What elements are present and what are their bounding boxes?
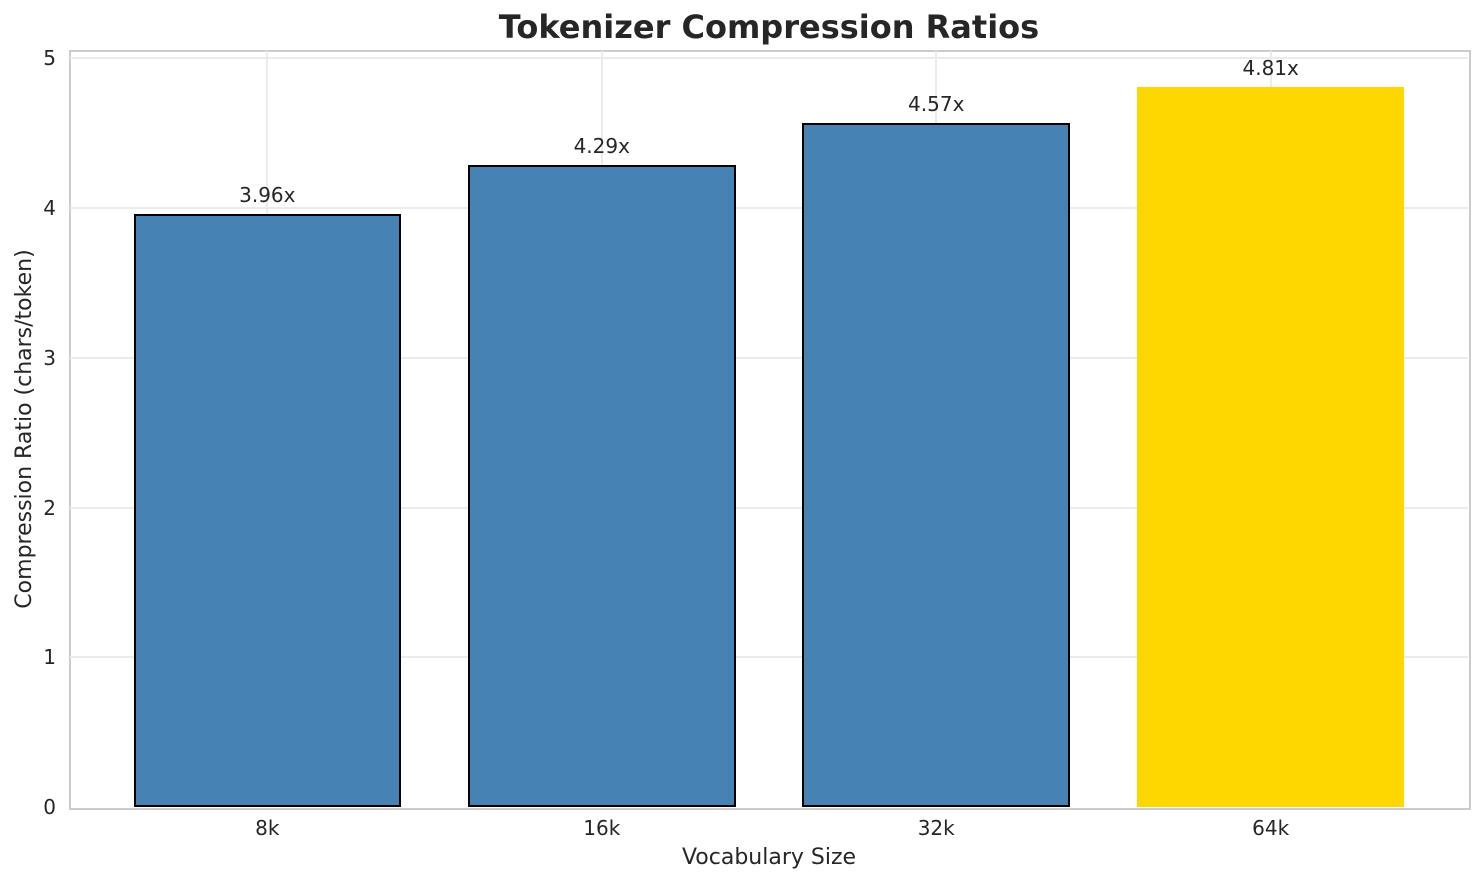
y-tick-label-2: 2: [43, 495, 56, 520]
h-gridline-y1: [70, 656, 1468, 659]
plot-area-spines: [69, 50, 1471, 810]
x-tick-label-32k: 32k: [917, 816, 955, 840]
bar-value-label-16k: 4.29x: [573, 133, 630, 158]
y-tick-label-0: 0: [43, 795, 56, 819]
bar-32k: [802, 122, 1070, 807]
h-gridline-y3: [70, 356, 1468, 359]
bar-value-label-8k: 3.96x: [239, 183, 296, 208]
y-tick-label-1: 1: [43, 645, 56, 670]
chart-title: Tokenizer Compression Ratios: [498, 8, 1040, 46]
bar-8k: [133, 214, 402, 807]
bar-value-label-64k: 4.81x: [1242, 55, 1299, 80]
h-gridline-y5: [70, 57, 1468, 60]
h-gridline-y2: [70, 506, 1468, 509]
x-tick-label-8k: 8k: [255, 816, 280, 840]
y-tick-label-5: 5: [43, 46, 56, 71]
y-tick-label-3: 3: [43, 345, 56, 370]
y-axis-label: Compression Ratio (chars/token): [12, 249, 37, 609]
bar-value-label-32k: 4.57x: [908, 91, 965, 116]
y-tick-label-4: 4: [43, 196, 56, 221]
x-tick-label-64k: 64k: [1252, 816, 1290, 840]
bar-16k: [467, 164, 736, 807]
x-tick-label-16k: 16k: [583, 816, 621, 840]
h-gridline-y4: [70, 207, 1468, 210]
bar-64k: [1136, 86, 1405, 807]
x-axis-label: Vocabulary Size: [681, 845, 857, 870]
